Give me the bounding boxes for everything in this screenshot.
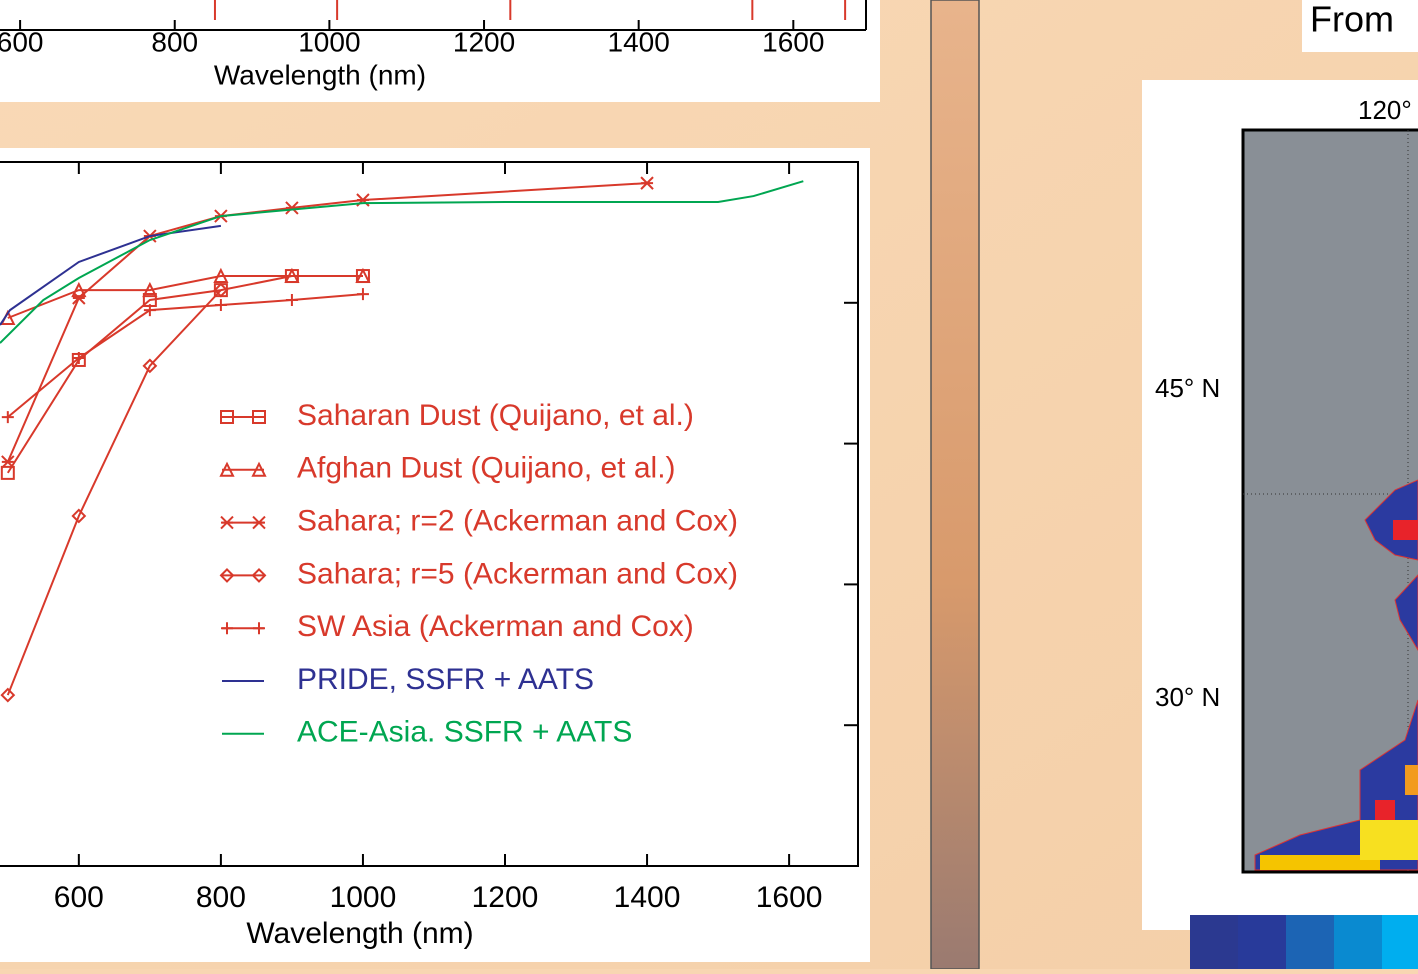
colorbar-cell: [1190, 915, 1238, 969]
marker: [143, 304, 156, 317]
x-tick-label: 1600: [756, 881, 823, 914]
marker: [252, 410, 266, 424]
marker: [251, 461, 267, 477]
marker: [252, 515, 266, 530]
x-tick-label: 1200: [453, 26, 515, 57]
land-cells: [1394, 574, 1418, 651]
series-line: [0, 180, 804, 344]
legend-label: PRIDE, SSFR + AATS: [297, 663, 594, 696]
legend-label: ACE-Asia. SSFR + AATS: [297, 716, 632, 749]
marker: [72, 351, 85, 364]
marker: [251, 567, 267, 583]
colorbar-cell: [1286, 915, 1334, 969]
land-cells: [1375, 800, 1395, 820]
land-cells: [1393, 520, 1418, 540]
top-chart: 600 800 1000 1200 1400 1600: [0, 0, 847, 57]
marker: [221, 622, 233, 635]
top-x-label: Wavelength (nm): [214, 59, 426, 90]
legend-label: Sahara; r=2 (Ackerman and Cox): [297, 505, 738, 538]
marker: [1, 411, 14, 424]
marker: [356, 288, 369, 301]
x-tick-label: 1000: [298, 26, 360, 57]
legend-label: Afghan Dust (Quijano, et al.): [297, 452, 676, 485]
main-panel: [0, 148, 870, 962]
marker: [0, 465, 15, 480]
map-header: From: [1310, 0, 1394, 40]
x-tick-label: 1600: [762, 26, 824, 57]
marker: [214, 299, 227, 312]
marker: [219, 461, 235, 477]
colorbar-cell: [1382, 915, 1418, 969]
x-tick-label: 600: [54, 881, 104, 914]
marker: [213, 267, 229, 284]
x-tick-label: 1200: [472, 881, 539, 914]
lat-label: 30° N: [1155, 682, 1220, 712]
land-cells: [1260, 855, 1380, 870]
series-line: [6, 289, 222, 696]
legend-label: SW Asia (Ackerman and Cox): [297, 610, 694, 643]
marker: [355, 267, 371, 284]
marker: [72, 291, 86, 305]
marker: [285, 293, 298, 306]
marker: [220, 515, 234, 530]
marker: [71, 281, 87, 298]
marker: [253, 622, 265, 635]
map-panel: From 120° 45° N 30° N: [1142, 0, 1418, 969]
marker: [71, 508, 87, 524]
lat-label: 45° N: [1155, 373, 1220, 403]
series-line: [7, 293, 364, 418]
marker: [0, 687, 16, 703]
x-tick-label: 800: [151, 26, 198, 57]
colorbar-cell: [1334, 915, 1382, 969]
main-chart: 600 800 1000 1200 1400 1600 Saharan Dust (Quij…: [0, 161, 858, 914]
land-cells: [1360, 820, 1418, 860]
marker: [640, 176, 654, 190]
series-line: [7, 275, 363, 319]
x-tick-label: 600: [0, 26, 43, 57]
marker: [220, 410, 234, 424]
marker: [219, 567, 235, 583]
x-tick-label: 1400: [608, 26, 670, 57]
colorbar-cell: [1238, 915, 1286, 969]
lon-label: 120°: [1358, 95, 1412, 125]
marker: [1, 455, 15, 469]
x-tick-label: 800: [196, 881, 246, 914]
marker: [285, 201, 299, 215]
x-tick-label: 1000: [330, 881, 397, 914]
marker: [213, 282, 229, 298]
top-panel: [0, 0, 880, 102]
divider-column: [930, 0, 980, 970]
legend-label: Saharan Dust (Quijano, et al.): [297, 399, 694, 432]
x-tick-label: 1400: [614, 881, 681, 914]
x-axis-label: Wavelength (nm): [246, 917, 473, 950]
marker: [142, 358, 158, 374]
plot-frame: [0, 161, 859, 867]
map-header-box: [1302, 0, 1418, 52]
legend-label: Sahara; r=5 (Ackerman and Cox): [297, 557, 738, 590]
land-cells: [1405, 765, 1418, 795]
marker: [284, 267, 300, 284]
marker: [142, 281, 158, 298]
